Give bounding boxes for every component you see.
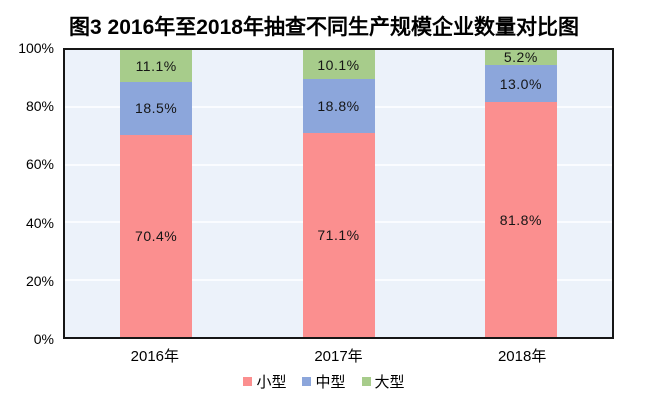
legend-label-medium: 中型 — [315, 374, 346, 391]
y-axis-tick-label: 60% — [25, 156, 54, 173]
bar-segment-value-label: 5.2% — [503, 49, 538, 66]
legend: 小型 中型 大型 — [0, 371, 648, 392]
x-axis: 2016年 2017年 2018年 — [63, 345, 614, 365]
bar-group-1: 70.4% 18.5% 11.1% — [120, 50, 193, 337]
bar-group-3: 81.8% 13.0% 5.2% — [484, 49, 557, 337]
y-axis-tick-label: 40% — [25, 214, 54, 231]
legend-item-small: 小型 — [243, 371, 286, 392]
legend-label-large: 大型 — [374, 374, 405, 391]
bar-segment-value-label: 13.0% — [499, 75, 542, 92]
bar-segment-value-label: 81.8% — [499, 211, 542, 228]
bar-segment-large: 11.1% — [120, 50, 193, 82]
bar-segment-value-label: 71.1% — [317, 226, 360, 243]
y-axis-tick-label: 0% — [33, 331, 54, 347]
bar-segment-large: 10.1% — [302, 50, 375, 79]
bar-segment-small: 81.8% — [484, 102, 557, 337]
legend-swatch-large — [361, 377, 371, 386]
x-axis-category-label: 2016年 — [130, 348, 180, 365]
y-axis: 0% 20% 40% 60% 80% 100% — [0, 40, 54, 347]
bar-segment-small: 70.4% — [120, 134, 193, 337]
y-axis-tick-label: 100% — [18, 40, 54, 56]
chart-title: 图3 2016年至2018年抽查不同生产规模企业数量对比图 — [69, 16, 579, 39]
x-axis-category-label: 2018年 — [497, 348, 547, 365]
bar-segment-medium: 13.0% — [484, 64, 557, 103]
bar-segment-large: 5.2% — [484, 49, 557, 66]
legend-label-small: 小型 — [256, 374, 287, 391]
bar-segment-small: 71.1% — [302, 132, 375, 337]
plot-area: 70.4% 18.5% 11.1% 71.1% 18.8% 10.1% 81.8% 13.0%… — [63, 48, 614, 339]
y-axis-tick-label: 80% — [25, 98, 54, 115]
bar-segment-value-label: 70.4% — [135, 227, 178, 244]
bar-segment-value-label: 10.1% — [317, 56, 360, 73]
legend-item-medium: 中型 — [302, 371, 346, 392]
bar-group-2: 71.1% 18.8% 10.1% — [302, 50, 375, 337]
x-axis-category-label: 2017年 — [314, 348, 363, 365]
plot-inner: 70.4% 18.5% 11.1% 71.1% 18.8% 10.1% 81.8% 13.0%… — [65, 49, 612, 337]
bar-segment-value-label: 18.8% — [317, 97, 360, 114]
bar-segment-value-label: 18.5% — [135, 100, 178, 117]
legend-item-large: 大型 — [361, 371, 405, 392]
legend-swatch-medium — [302, 377, 312, 386]
bar-segment-medium: 18.5% — [120, 81, 193, 135]
bar-segment-medium: 18.8% — [302, 79, 375, 133]
bar-segment-value-label: 11.1% — [135, 57, 177, 74]
y-axis-tick-label: 20% — [25, 272, 54, 289]
legend-swatch-small — [243, 377, 253, 386]
